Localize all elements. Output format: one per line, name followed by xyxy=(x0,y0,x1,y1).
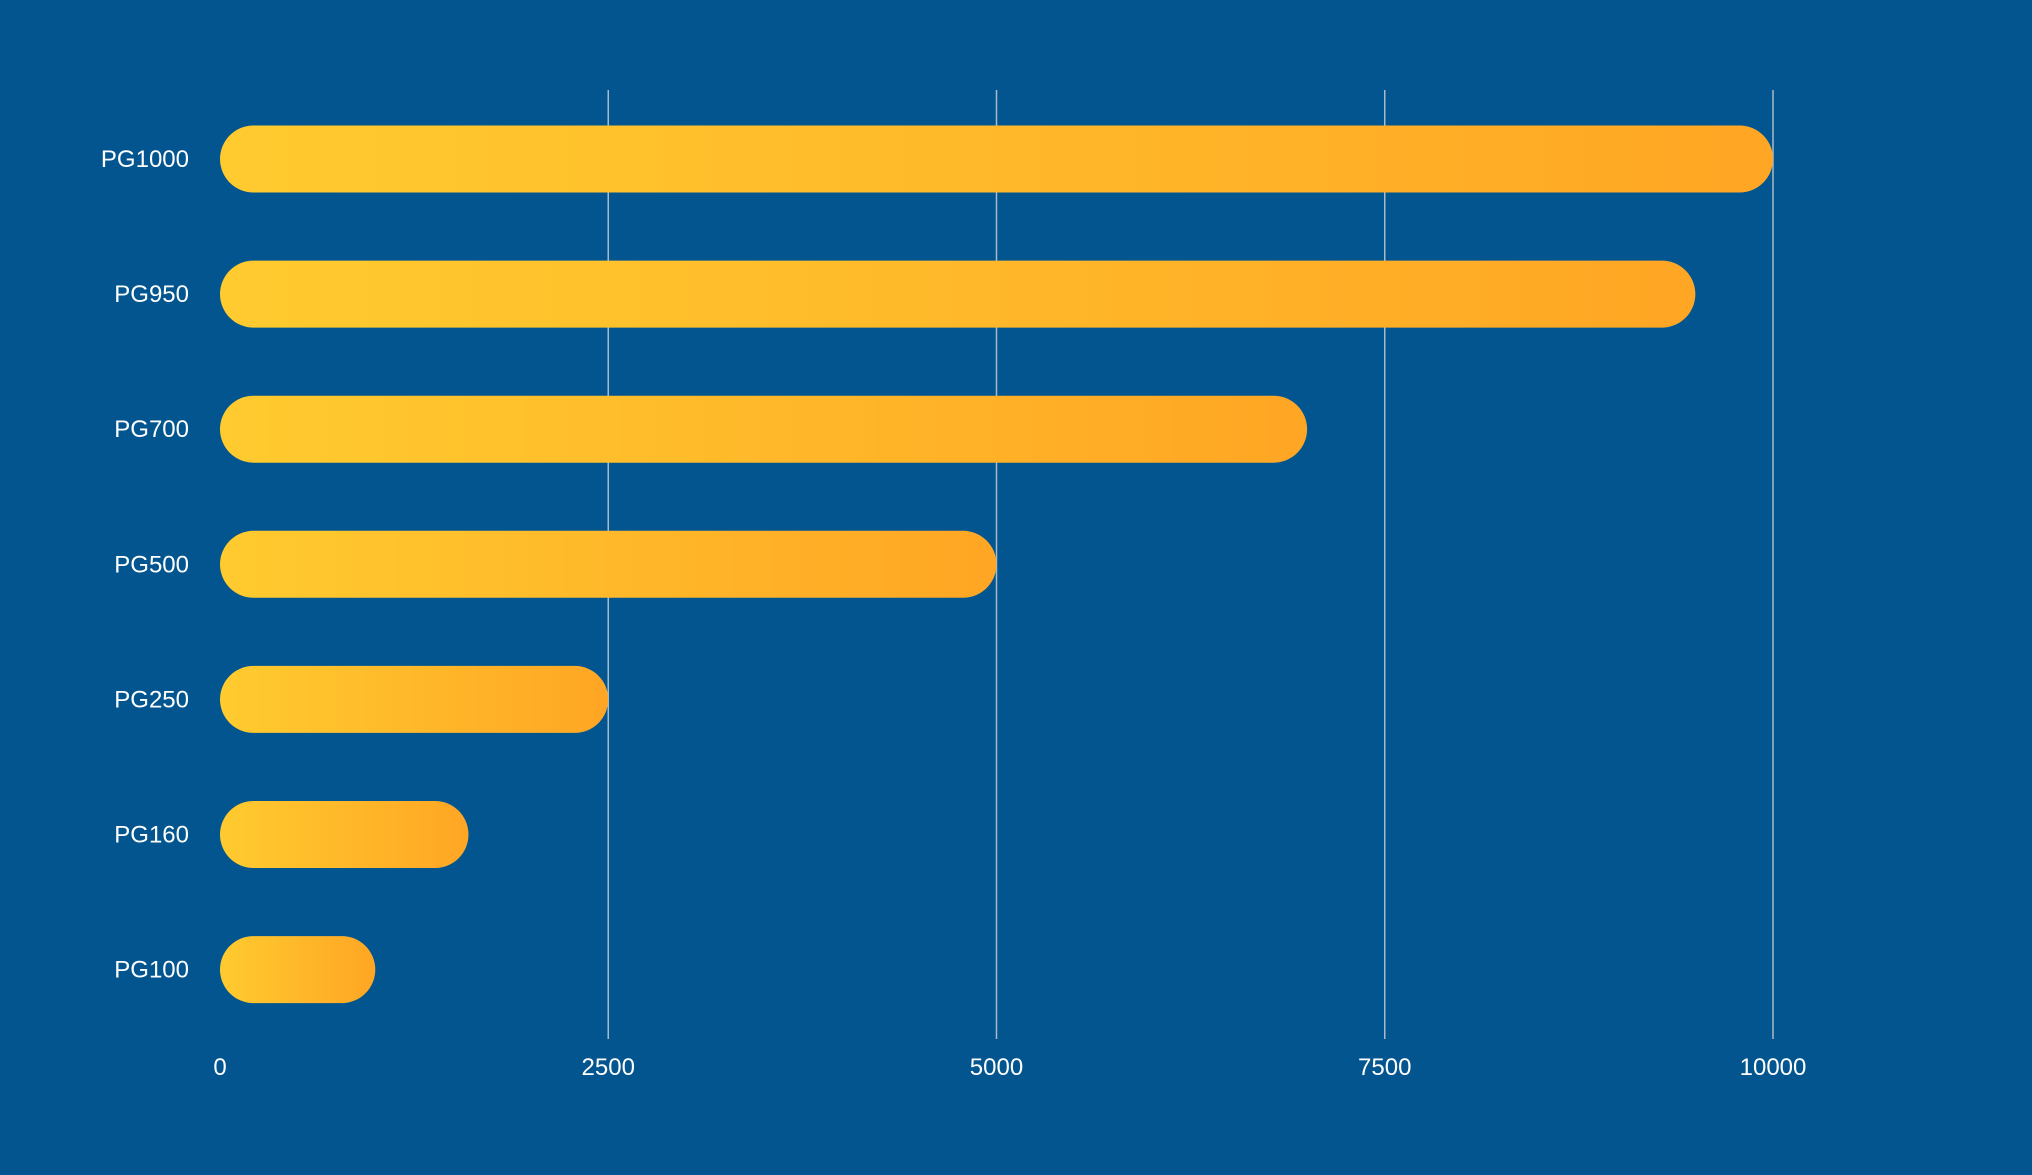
bar-pg100 xyxy=(220,936,376,1004)
x-tick-label: 10000 xyxy=(1740,1054,1807,1081)
category-label: PG1000 xyxy=(101,146,189,173)
bar-pg160 xyxy=(220,801,469,868)
x-axis-tick-labels: 0 2500 5000 7500 10000 xyxy=(213,1054,1806,1081)
category-label: PG100 xyxy=(114,957,189,984)
bar-pg950 xyxy=(220,260,1696,328)
category-labels: PG1000 PG950 PG700 PG500 PG250 PG160 PG100 xyxy=(101,146,189,984)
x-tick-label: 5000 xyxy=(970,1054,1023,1081)
category-label: PG950 xyxy=(114,281,189,308)
bar-pg250 xyxy=(220,665,609,733)
category-label: PG250 xyxy=(114,686,189,713)
bar-pg500 xyxy=(220,530,997,598)
x-tick-label: 0 xyxy=(213,1054,226,1081)
category-label: PG500 xyxy=(114,551,189,578)
bars xyxy=(220,125,1773,1004)
bar-pg1000 xyxy=(220,125,1773,193)
category-label: PG160 xyxy=(114,822,189,849)
x-tick-label: 7500 xyxy=(1358,1054,1411,1081)
x-tick-label: 2500 xyxy=(582,1054,635,1081)
category-label: PG700 xyxy=(114,416,189,443)
bar-pg700 xyxy=(220,395,1308,463)
